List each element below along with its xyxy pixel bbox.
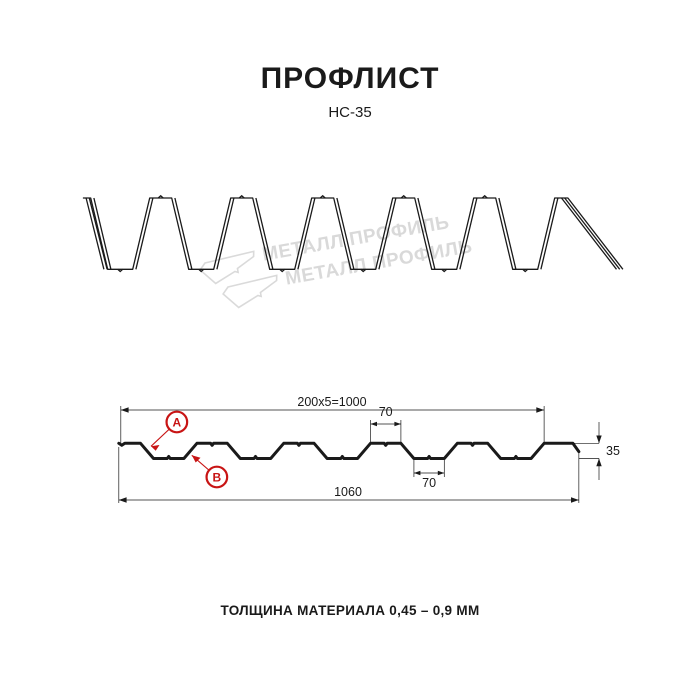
svg-text:1060: 1060 [334, 485, 362, 499]
svg-text:200x5=1000: 200x5=1000 [297, 395, 366, 409]
svg-text:A: A [173, 415, 182, 429]
svg-text:70: 70 [379, 405, 393, 419]
svg-text:70: 70 [422, 476, 436, 490]
svg-text:B: B [213, 470, 222, 484]
svg-text:35: 35 [606, 444, 620, 458]
